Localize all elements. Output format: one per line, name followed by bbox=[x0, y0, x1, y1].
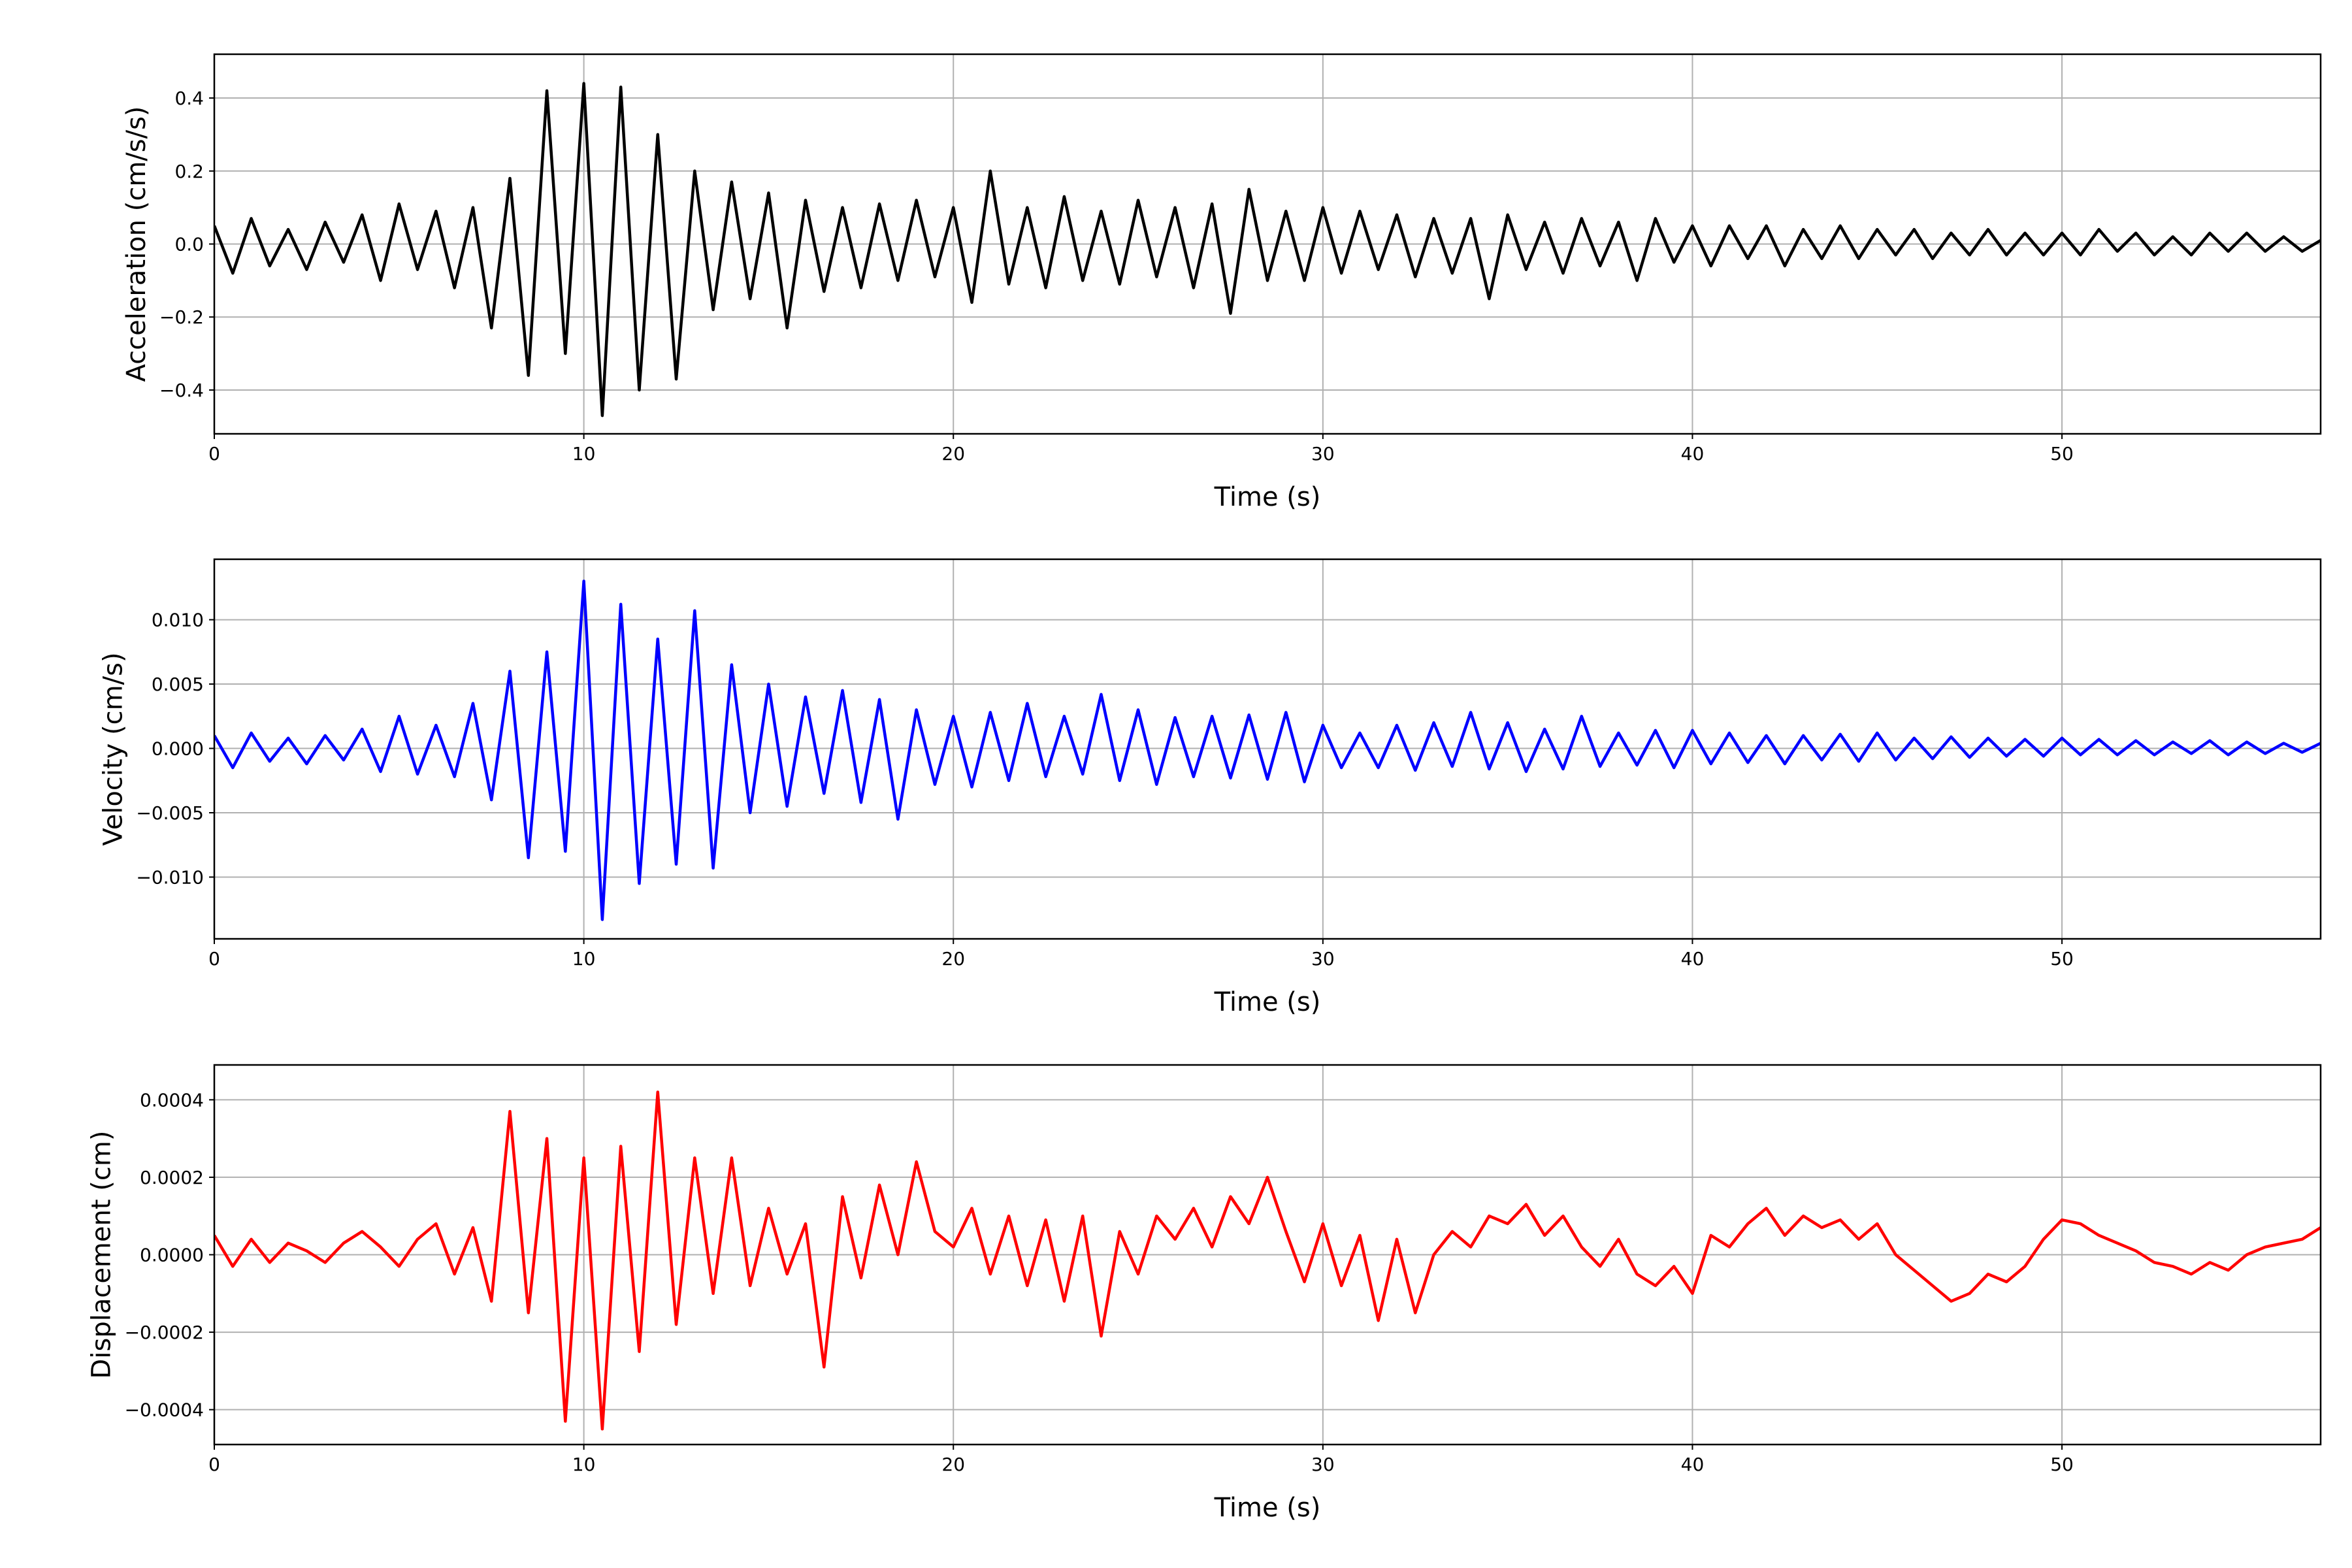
y-tick-label: 0.000 bbox=[152, 738, 204, 760]
x-tick-label: 40 bbox=[1681, 443, 1705, 465]
y-tick-label: 0.4 bbox=[174, 88, 204, 109]
axes-frame bbox=[213, 53, 2322, 435]
signal-line bbox=[214, 580, 2321, 921]
y-axis-label: Displacement (cm) bbox=[87, 1131, 117, 1379]
y-axis-label: Velocity (cm/s) bbox=[98, 652, 128, 845]
y-tick-label: 0.0 bbox=[174, 234, 204, 255]
x-tick-label: 20 bbox=[941, 1454, 965, 1475]
y-tick-label: 0.2 bbox=[174, 161, 204, 182]
axes: 0 10 20 30 40 50 −0.0004 −0.0002 0.0000 0.0002 0.0… bbox=[87, 1064, 2322, 1523]
y-tick-label: 0.010 bbox=[152, 610, 204, 631]
x-tick-label: 0 bbox=[208, 443, 220, 465]
x-tick-label: 0 bbox=[208, 948, 220, 970]
x-tick-label: 50 bbox=[2050, 948, 2074, 970]
signal-line bbox=[214, 82, 2321, 417]
x-axis-label: Time (s) bbox=[1214, 482, 1321, 512]
x-tick-label: 10 bbox=[572, 443, 596, 465]
y-tick-label: −0.4 bbox=[159, 380, 204, 401]
axes: 0 10 20 30 40 50 −0.4 −0.2 0.0 0.2 0.4 Time (s) Acce… bbox=[122, 53, 2322, 512]
y-tick-label: −0.005 bbox=[136, 802, 204, 824]
x-tick-label: 20 bbox=[941, 443, 965, 465]
y-tick-label: 0.005 bbox=[152, 674, 204, 695]
x-tick-label: 30 bbox=[1311, 948, 1335, 970]
x-tick-label: 30 bbox=[1311, 443, 1335, 465]
x-tick-label: 20 bbox=[941, 948, 965, 970]
y-tick-label: −0.2 bbox=[159, 306, 204, 328]
x-tick-label: 40 bbox=[1681, 1454, 1705, 1475]
y-tick-label: 0.0000 bbox=[140, 1245, 204, 1266]
x-tick-label: 50 bbox=[2050, 443, 2074, 465]
y-tick-label: 0.0002 bbox=[140, 1167, 204, 1188]
x-tick-label: 10 bbox=[572, 948, 596, 970]
y-tick-label: −0.0004 bbox=[125, 1399, 204, 1421]
x-tick-label: 40 bbox=[1681, 948, 1705, 970]
y-tick-label: −0.010 bbox=[136, 866, 204, 888]
axes-frame bbox=[213, 1064, 2322, 1446]
y-axis-label: Acceleration (cm/s/s) bbox=[122, 106, 152, 382]
x-axis-label: Time (s) bbox=[1214, 987, 1321, 1017]
y-tick-label: 0.0004 bbox=[140, 1089, 204, 1111]
x-tick-label: 30 bbox=[1311, 1454, 1335, 1475]
x-tick-label: 10 bbox=[572, 1454, 596, 1475]
x-axis-label: Time (s) bbox=[1214, 1493, 1321, 1523]
axes-frame bbox=[213, 558, 2322, 940]
y-tick-label: −0.0002 bbox=[125, 1322, 204, 1343]
x-tick-label: 0 bbox=[208, 1454, 220, 1475]
axes: 0 10 20 30 40 50 −0.010 −0.005 0.000 0.005 0.010 Ti… bbox=[98, 558, 2322, 1017]
signal-line bbox=[214, 1090, 2321, 1431]
x-tick-label: 50 bbox=[2050, 1454, 2074, 1475]
